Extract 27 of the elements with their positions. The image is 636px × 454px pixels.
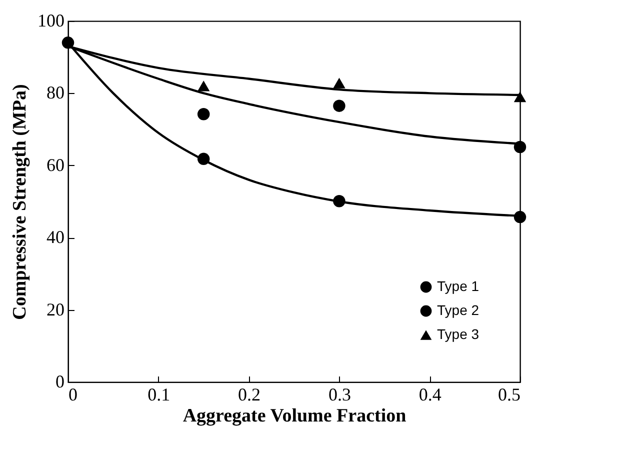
point <box>197 80 210 92</box>
x-tick-label: 0 <box>68 384 78 404</box>
point <box>333 100 346 112</box>
x-tick-label: 0.2 <box>238 384 261 404</box>
y-tick-label: 100 <box>38 10 64 30</box>
y-tick-label: 0 <box>56 372 64 392</box>
point <box>514 210 526 224</box>
point <box>333 78 346 88</box>
y-axis-title: Compressive Strength (MPa) <box>10 84 30 320</box>
x-tick-label: 0.4 <box>418 384 442 404</box>
legend-label: Type 1 <box>437 278 480 294</box>
x-axis-title: Aggregate Volume Fraction <box>182 406 407 426</box>
x-tick-label: 0.1 <box>148 384 170 404</box>
point <box>514 92 526 102</box>
legend-label: Type 2 <box>437 302 480 318</box>
point <box>62 36 74 49</box>
point <box>197 108 210 120</box>
x-tick-label: 0.5 <box>498 384 520 404</box>
point <box>333 195 346 208</box>
y-tick-label: 60 <box>46 154 64 175</box>
point <box>197 152 210 166</box>
y-tick-label: 40 <box>46 227 64 248</box>
point <box>514 140 526 154</box>
x-tick-label: 0.3 <box>328 384 351 404</box>
y-tick-label: 20 <box>46 299 64 320</box>
y-tick-label: 80 <box>46 82 64 103</box>
legend-label: Type 3 <box>437 326 480 342</box>
